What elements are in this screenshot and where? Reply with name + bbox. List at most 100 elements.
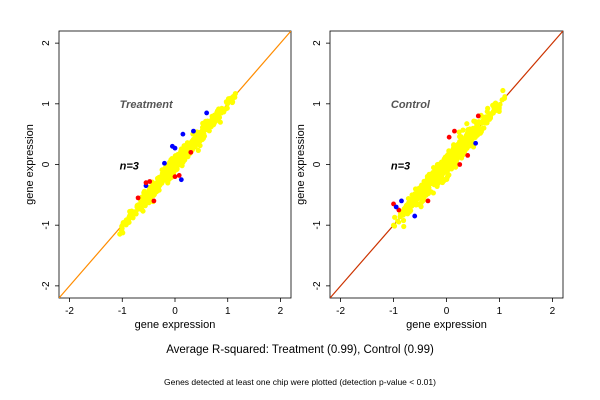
average-r-squared-caption: Average R-squared: Treatment (0.99), Con… (166, 344, 434, 356)
x-tick-label: 0 (172, 306, 178, 317)
data-point-yellow (449, 154, 455, 160)
data-point-yellow (230, 94, 236, 99)
plot-area (59, 31, 291, 298)
y-tick-label: 0 (41, 161, 52, 167)
data-point (470, 125, 476, 131)
data-point (392, 214, 398, 220)
data-point-yellow (407, 204, 412, 210)
data-point (451, 142, 457, 148)
data-point (434, 183, 440, 189)
data-point (409, 192, 415, 198)
data-point (455, 141, 461, 147)
x-tick-label: 2 (550, 306, 556, 317)
data-point (476, 125, 483, 131)
data-point (500, 87, 506, 94)
data-point (444, 174, 450, 180)
data-point-red (172, 174, 178, 180)
data-point-yellow (193, 136, 199, 142)
plot-area (330, 31, 563, 298)
data-point-blue (180, 131, 186, 137)
data-point (195, 147, 201, 153)
data-point-blue (393, 204, 399, 210)
data-point-red (457, 162, 463, 167)
x-tick-label: 1 (225, 306, 231, 317)
data-point-blue (178, 177, 184, 183)
data-point-yellow (214, 112, 220, 118)
data-point (164, 177, 170, 183)
data-point (458, 134, 464, 140)
data-point (434, 162, 441, 168)
data-point-blue (191, 128, 196, 134)
data-point (170, 164, 176, 170)
data-point-yellow (172, 160, 178, 166)
data-point (434, 178, 440, 184)
data-point (178, 146, 184, 152)
data-point-red (151, 198, 157, 204)
x-tick-label: -1 (389, 306, 398, 317)
x-tick-label: -1 (118, 306, 127, 317)
x-tick-label: 2 (278, 306, 284, 317)
data-point (218, 106, 225, 113)
data-point (169, 155, 175, 162)
data-point (495, 102, 501, 108)
data-point-yellow (140, 197, 146, 203)
data-point (146, 187, 152, 193)
data-point (399, 212, 405, 218)
data-point (418, 204, 424, 210)
y-tick-label: 2 (41, 40, 52, 46)
data-point (405, 195, 412, 202)
data-point (146, 191, 153, 197)
data-point-yellow (459, 145, 465, 150)
y-tick-label: -1 (41, 220, 52, 229)
data-point (401, 223, 407, 230)
data-point (401, 206, 407, 212)
data-point (481, 114, 487, 120)
data-point (130, 215, 136, 221)
data-point-red (188, 149, 194, 155)
data-point (438, 159, 445, 165)
data-point-yellow (481, 119, 486, 125)
data-point-red (425, 198, 431, 204)
data-point (176, 154, 182, 160)
data-point (460, 127, 466, 133)
y-tick-label: -2 (41, 281, 52, 290)
y-axis-label: gene expression (24, 124, 36, 205)
data-point-blue (204, 110, 210, 116)
data-point-yellow (162, 173, 167, 178)
data-point-blue (399, 198, 404, 204)
data-point-yellow (502, 94, 508, 99)
data-point (468, 142, 474, 149)
data-point-yellow (119, 225, 125, 231)
y-tick-label: 1 (41, 101, 52, 107)
x-tick-label: -2 (336, 306, 345, 317)
data-point (180, 158, 186, 164)
data-point (484, 108, 490, 115)
sample-size-label: n=3 (120, 161, 139, 173)
data-point (126, 216, 132, 222)
data-point-yellow (130, 211, 136, 217)
data-point-blue (473, 140, 479, 146)
x-axis-label: gene expression (406, 319, 487, 331)
data-point-red (135, 195, 141, 201)
data-point (156, 180, 162, 186)
data-point (159, 167, 165, 173)
x-axis-label: gene expression (135, 319, 216, 331)
data-point (224, 105, 230, 111)
data-point (400, 217, 407, 224)
sample-size-label: n=3 (391, 161, 410, 173)
data-point-yellow (183, 149, 188, 155)
data-point-yellow (438, 169, 444, 175)
data-point (412, 186, 419, 192)
y-tick-label: 2 (312, 40, 323, 46)
scatter-panel-1: -2 -1 0 1 2 -2 -1 0 1 2 gene expression gene expres… (24, 30, 292, 331)
data-point (474, 121, 480, 127)
data-point-red (475, 113, 481, 119)
data-point (481, 125, 487, 131)
data-point (189, 138, 195, 145)
data-point (146, 200, 152, 206)
data-point (146, 196, 152, 202)
data-point (452, 154, 459, 161)
data-point-yellow (417, 195, 423, 201)
data-point (454, 148, 460, 154)
data-point (424, 187, 430, 193)
